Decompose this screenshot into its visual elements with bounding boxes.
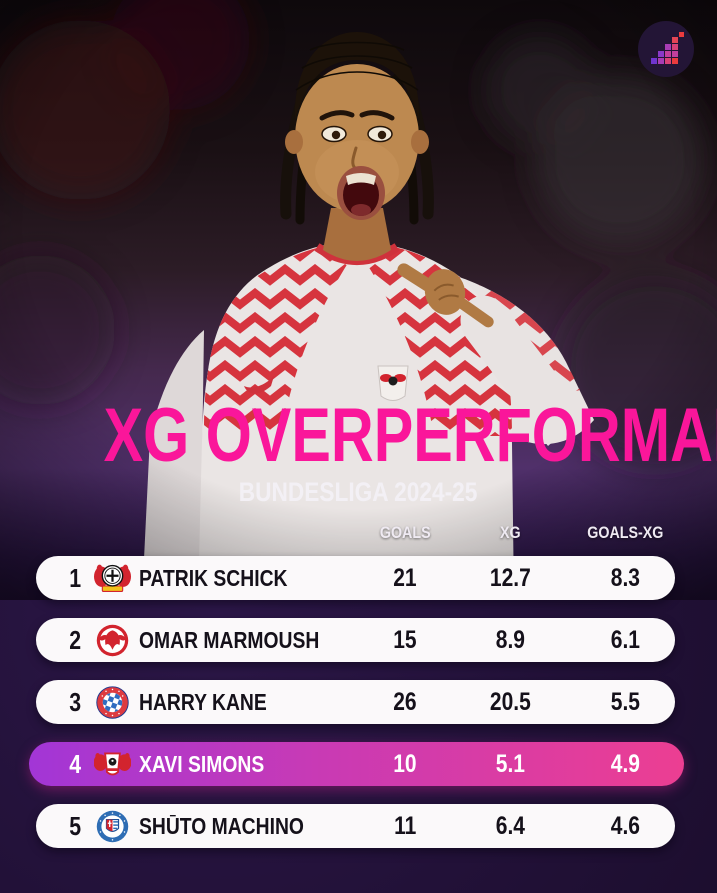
club-badge-holstein-kiel bbox=[92, 807, 132, 845]
player-name: OMAR MARMOUSH bbox=[139, 628, 320, 652]
table-row: 3 HARRY bbox=[36, 680, 675, 724]
goals-minus-xg-column-header: GOALS-XG bbox=[586, 523, 664, 542]
club-badge-bayer-leverkusen bbox=[92, 559, 132, 597]
rank-number: 1 bbox=[69, 563, 81, 593]
xg-value: 12.7 bbox=[489, 563, 531, 592]
xg-column-header: XG bbox=[499, 523, 521, 542]
table-row: 2 OMAR MARMOUSH 15 8.9 6.1 bbox=[36, 618, 675, 662]
table-row: 5 SHŪTO MACHINO 11 6.4 4.6 bbox=[36, 804, 675, 848]
goals-column-header: GOALS bbox=[379, 523, 431, 542]
player-name: SHŪTO MACHINO bbox=[139, 814, 304, 838]
brand-logo bbox=[637, 20, 695, 78]
goals-value: 15 bbox=[393, 625, 417, 654]
xg-value: 8.9 bbox=[495, 625, 525, 654]
goals-value: 26 bbox=[393, 687, 417, 716]
pixel-bars-icon bbox=[638, 21, 694, 77]
goals-minus-xg-value: 8.3 bbox=[610, 563, 640, 592]
club-badge-rb-leipzig bbox=[92, 745, 132, 783]
table-row: 1 PATRIK SCHICK 21 12.7 8.3 bbox=[36, 556, 675, 600]
player-name: XAVI SIMONS bbox=[139, 752, 265, 776]
rank-number: 3 bbox=[69, 687, 81, 717]
rank-number: 5 bbox=[69, 811, 81, 841]
poster-title: XG OVERPERFORMANCE bbox=[103, 393, 717, 478]
goals-minus-xg-value: 4.6 bbox=[610, 811, 640, 840]
goals-minus-xg-value: 5.5 bbox=[610, 687, 640, 716]
xg-value: 5.1 bbox=[495, 749, 525, 778]
club-badge-bayern-munich bbox=[92, 683, 132, 721]
player-name: HARRY KANE bbox=[139, 690, 267, 714]
rank-number: 4 bbox=[69, 749, 81, 779]
hero-photo bbox=[0, 0, 717, 600]
club-badge-eintracht-frankfurt bbox=[92, 621, 132, 659]
rank-number: 2 bbox=[69, 625, 81, 655]
xg-value: 20.5 bbox=[489, 687, 531, 716]
leaderboard: 1 PATRIK SCHICK 21 12.7 8.3 2 bbox=[29, 556, 684, 866]
table-row-highlighted: 4 XAVI SIMONS 10 5.1 4.9 bbox=[29, 742, 684, 786]
goals-minus-xg-value: 6.1 bbox=[610, 625, 640, 654]
goals-value: 11 bbox=[393, 811, 417, 840]
column-headers: GOALS XG GOALS-XG bbox=[36, 524, 675, 541]
poster-subtitle: BUNDESLIGA 2024-25 bbox=[239, 477, 478, 507]
goals-value: 21 bbox=[393, 563, 417, 592]
player-name: PATRIK SCHICK bbox=[139, 566, 288, 590]
goals-minus-xg-value: 4.9 bbox=[610, 749, 640, 778]
goals-value: 10 bbox=[393, 749, 417, 778]
xg-value: 6.4 bbox=[495, 811, 525, 840]
